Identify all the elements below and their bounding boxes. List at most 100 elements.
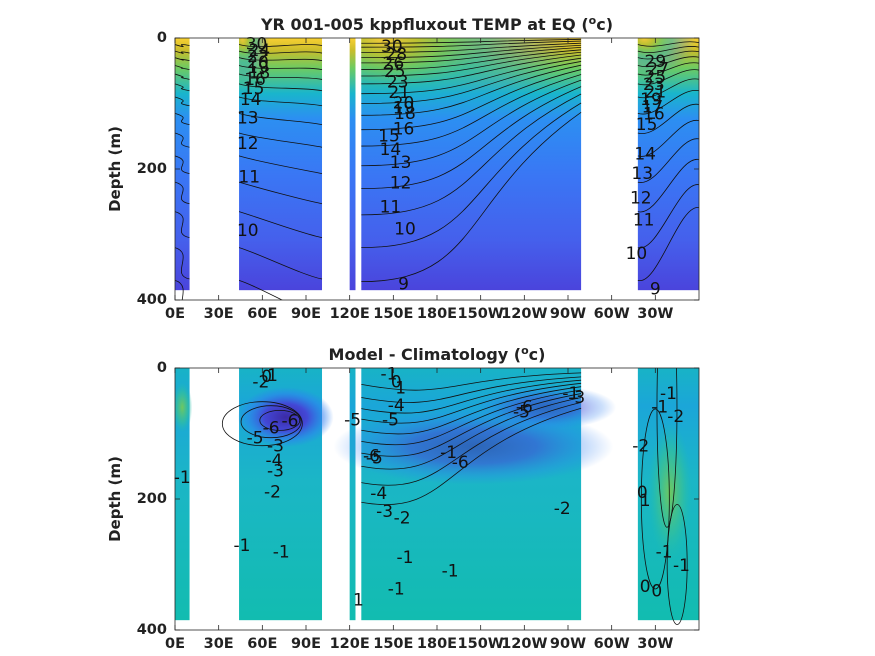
contour-line — [238, 247, 323, 280]
contour-label: 14 — [240, 90, 262, 110]
contour-label: 25 — [645, 67, 667, 87]
contour-line — [238, 83, 323, 92]
x-tick-label: 0E — [165, 306, 185, 322]
contour-line — [175, 96, 190, 107]
y-tick-label: 200 — [137, 491, 167, 507]
contour-line — [361, 38, 582, 44]
contour-label: -1 — [233, 536, 250, 556]
contour-label: -5 — [366, 448, 383, 468]
x-tick-label: 120E — [330, 306, 370, 322]
x-tick-label: 150W — [458, 306, 504, 322]
contour-labels: 3024222019181615141312111030282625232120… — [237, 35, 669, 300]
x-tick-label: 120E — [330, 636, 370, 652]
x-tick-label: 30W — [637, 636, 673, 652]
ocean-segment — [349, 38, 356, 291]
contour-label: 0 — [651, 581, 662, 601]
contour-line — [361, 393, 582, 457]
contour-line — [361, 382, 582, 424]
contour-line — [637, 41, 699, 47]
warm-anomaly-atlantic — [647, 422, 692, 563]
contour-label: 0 — [261, 367, 272, 387]
contour-label: 15 — [243, 79, 265, 99]
contour-label: -3 — [376, 502, 393, 522]
contour-label: -1 — [660, 384, 677, 404]
x-tick-label: 180E — [417, 306, 457, 322]
contour-line — [637, 62, 699, 76]
contour-line — [637, 56, 699, 68]
contour-line — [361, 74, 582, 147]
contour-label: 14 — [380, 140, 402, 160]
contour-line — [361, 79, 582, 167]
x-tick-label: 150E — [373, 636, 413, 652]
contour-line — [175, 155, 190, 174]
contour-line — [175, 132, 190, 148]
contour-label: -4 — [370, 484, 387, 504]
contour-label: -6 — [516, 397, 533, 417]
contour-label: -5 — [344, 410, 361, 430]
contour-line — [361, 386, 582, 435]
x-tick-label: 90W — [550, 306, 586, 322]
contour-line — [361, 44, 582, 59]
contour-label: -5 — [247, 429, 264, 449]
contour-label: 17 — [642, 97, 664, 117]
contour-label: 19 — [393, 99, 415, 119]
contour-label: -5 — [382, 410, 399, 430]
contour-label: 9 — [398, 274, 409, 294]
contour-label: -1 — [673, 556, 690, 576]
contour-line — [640, 408, 670, 590]
contour-label: 18 — [249, 63, 271, 83]
contour-label: 12 — [237, 134, 259, 154]
contour-line — [175, 211, 190, 239]
y-axis-label: Depth (m) — [106, 456, 124, 542]
contour-label: -2 — [252, 372, 269, 392]
contour-label: 11 — [633, 211, 655, 231]
y-tick-label: 0 — [157, 30, 167, 46]
contour-label: -1 — [388, 579, 405, 599]
contour-line — [238, 73, 323, 80]
contour-line — [238, 65, 323, 71]
contour-line — [361, 42, 582, 53]
contour-label: -6 — [263, 418, 280, 438]
contour-label: 23 — [387, 73, 409, 93]
contour-label: 1 — [395, 378, 406, 398]
contour-label: 20 — [247, 53, 269, 73]
contour-label: 16 — [393, 120, 415, 140]
contour-line — [221, 401, 303, 447]
x-tick-label: 30E — [204, 636, 234, 652]
contour-line — [238, 132, 323, 148]
contour-line — [361, 379, 582, 414]
chart-title: YR 001-005 kppfluxout TEMP at EQ (oc) — [260, 14, 613, 34]
contour-label: 0 — [391, 372, 402, 392]
contour-line — [238, 155, 323, 174]
contour-line — [175, 65, 190, 71]
contour-line — [361, 397, 582, 470]
cold-anomaly-east-pacific — [476, 385, 617, 430]
contour-label: 15 — [636, 115, 658, 135]
contour-line — [361, 51, 582, 77]
ocean-segment — [349, 368, 356, 621]
x-tick-label: 120W — [501, 306, 547, 322]
contour-lines — [221, 368, 688, 625]
x-tick-label: 30W — [637, 306, 673, 322]
contour-label: -1 — [442, 562, 459, 582]
contour-line — [361, 86, 582, 190]
contour-label: 25 — [384, 62, 406, 82]
contour-line — [238, 44, 323, 48]
y-tick-label: 200 — [137, 161, 167, 177]
contour-line — [361, 111, 582, 283]
contour-line — [361, 46, 582, 64]
contour-label: 30 — [246, 35, 268, 55]
contour-line — [637, 78, 699, 99]
y-axis-label: Depth (m) — [106, 126, 124, 212]
contour-label: -3 — [267, 461, 284, 481]
contour-line — [361, 401, 582, 486]
contour-line — [175, 112, 190, 126]
contour-line — [361, 57, 582, 95]
contour-label: 1 — [267, 366, 278, 386]
contour-label: 21 — [645, 82, 667, 102]
contour-label: -3 — [568, 388, 585, 408]
contour-label: 29 — [645, 52, 667, 72]
contour-line — [175, 44, 190, 48]
x-tick-label: 60W — [594, 636, 630, 652]
x-tick-label: 90W — [550, 636, 586, 652]
